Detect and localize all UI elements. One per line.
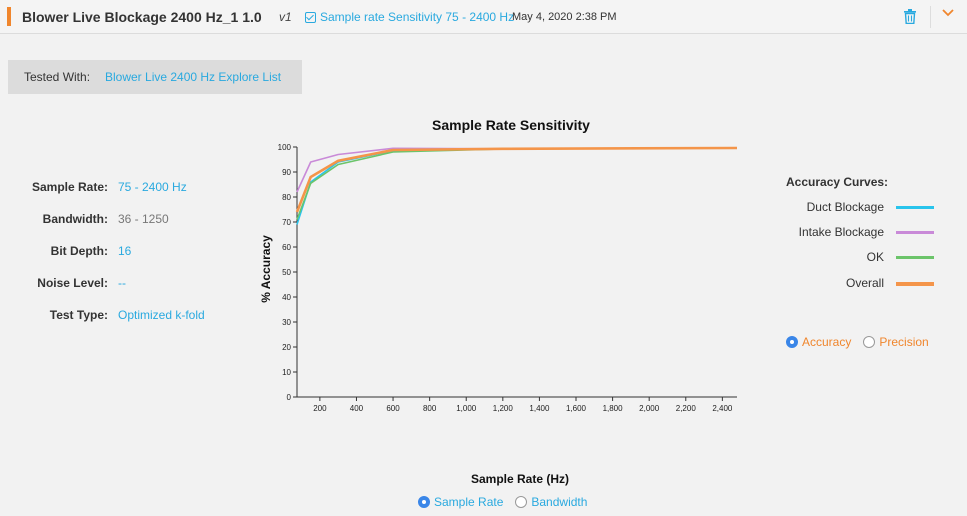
legend-item-duct-blockage: Duct Blockage (740, 200, 940, 216)
info-value: 75 - 2400 Hz (118, 180, 187, 194)
y-tick-label: 100 (278, 143, 292, 152)
line-chart: 0 10 20 30 40 50 60 70 80 90 100 200 400 600 800 1,000 1… (278, 143, 738, 413)
y-tick-label: 0 (287, 393, 292, 402)
legend-label: Duct Blockage (806, 200, 884, 214)
sensitivity-link-text: Sample rate Sensitivity 75 - 2400 Hz (320, 10, 515, 24)
bandwidth-radio[interactable] (515, 496, 528, 508)
x-tick-label: 1,200 (493, 404, 514, 413)
tested-with-box: Tested With: Blower Live 2400 Hz Explore… (8, 60, 302, 94)
x-axis-label: Sample Rate (Hz) (470, 472, 570, 486)
info-noise-level: Noise Level: -- (0, 276, 260, 292)
legend-title: Accuracy Curves: (786, 175, 889, 189)
accuracy-radio-label[interactable]: Accuracy (802, 335, 852, 349)
legend-label: OK (866, 250, 884, 264)
legend-swatch (896, 206, 934, 209)
header-divider (930, 6, 931, 28)
legend-swatch (896, 256, 934, 259)
sample-rate-radio[interactable] (418, 496, 430, 508)
x-tick-label: 400 (350, 404, 364, 413)
y-tick-label: 90 (282, 168, 291, 177)
legend-swatch (896, 282, 934, 286)
info-test-type: Test Type: Optimized k-fold (0, 308, 260, 324)
y-tick-label: 80 (282, 193, 291, 202)
checkbox-icon (305, 11, 316, 23)
legend-swatch (896, 231, 934, 234)
info-label: Bit Depth: (50, 244, 108, 258)
series-line-overall (295, 146, 738, 213)
legend-item-overall: Overall (740, 276, 940, 292)
x-tick-label: 1,800 (603, 404, 624, 413)
accuracy-radio[interactable] (786, 336, 798, 348)
y-tick-label: 70 (282, 218, 291, 227)
legend-label: Intake Blockage (798, 225, 884, 239)
sample-rate-radio-label[interactable]: Sample Rate (434, 495, 504, 509)
x-tick-label: 600 (386, 404, 400, 413)
y-tick-label: 10 (282, 368, 291, 377)
series-line-ok (296, 147, 738, 220)
tested-with-label: Tested With: (24, 70, 91, 84)
info-label: Sample Rate: (31, 180, 108, 194)
x-tick-label: 2,000 (639, 404, 660, 413)
page-title: Blower Live Blockage 2400 Hz_1 1.0 (22, 9, 262, 25)
info-label: Bandwidth: (42, 212, 108, 226)
info-label: Noise Level: (37, 276, 108, 290)
y-tick-label: 50 (282, 268, 291, 277)
x-tick-label: 200 (313, 404, 327, 413)
bandwidth-radio-label[interactable]: Bandwidth (531, 495, 588, 509)
precision-radio[interactable] (863, 336, 876, 348)
info-bandwidth: Bandwidth: 36 - 1250 (0, 212, 260, 228)
chart-title: Sample Rate Sensitivity (432, 117, 590, 133)
x-tick-label: 1,000 (456, 404, 477, 413)
y-tick-label: 40 (282, 293, 291, 302)
x-tick-label: 1,400 (529, 404, 550, 413)
y-tick-label: 60 (282, 243, 291, 252)
info-value: -- (118, 276, 126, 290)
legend-label: Overall (845, 276, 884, 290)
info-value: Optimized k-fold (118, 308, 205, 322)
y-tick-label: 30 (282, 318, 291, 327)
accent-bar (7, 7, 11, 26)
chevron-down-icon[interactable] (941, 6, 955, 20)
x-tick-label: 2,400 (712, 404, 733, 413)
info-sample-rate: Sample Rate: 75 - 2400 Hz (0, 180, 260, 196)
x-tick-label: 1,600 (566, 404, 587, 413)
legend-item-ok: OK (740, 250, 940, 266)
info-bit-depth: Bit Depth: 16 (0, 244, 260, 260)
precision-radio-label[interactable]: Precision (879, 335, 929, 349)
info-label: Test Type: (49, 308, 108, 322)
metric-radio-group: Accuracy Precision (786, 335, 937, 349)
tested-with-link[interactable]: Blower Live 2400 Hz Explore List (105, 70, 282, 84)
info-value: 16 (118, 244, 132, 258)
timestamp: May 4, 2020 2:38 PM (512, 11, 617, 23)
axis-radio-group: Sample Rate Bandwidth (418, 495, 595, 509)
x-tick-label: 800 (423, 404, 437, 413)
y-tick-label: 20 (282, 343, 291, 352)
version-label: v1 (279, 10, 292, 24)
card-header: Blower Live Blockage 2400 Hz_1 1.0 v1 Sa… (0, 0, 967, 34)
info-value: 36 - 1250 (118, 212, 169, 226)
sensitivity-link[interactable]: Sample rate Sensitivity 75 - 2400 Hz (305, 10, 514, 24)
x-tick-label: 2,200 (676, 404, 697, 413)
legend-item-intake-blockage: Intake Blockage (740, 225, 940, 241)
trash-icon[interactable] (904, 9, 916, 24)
